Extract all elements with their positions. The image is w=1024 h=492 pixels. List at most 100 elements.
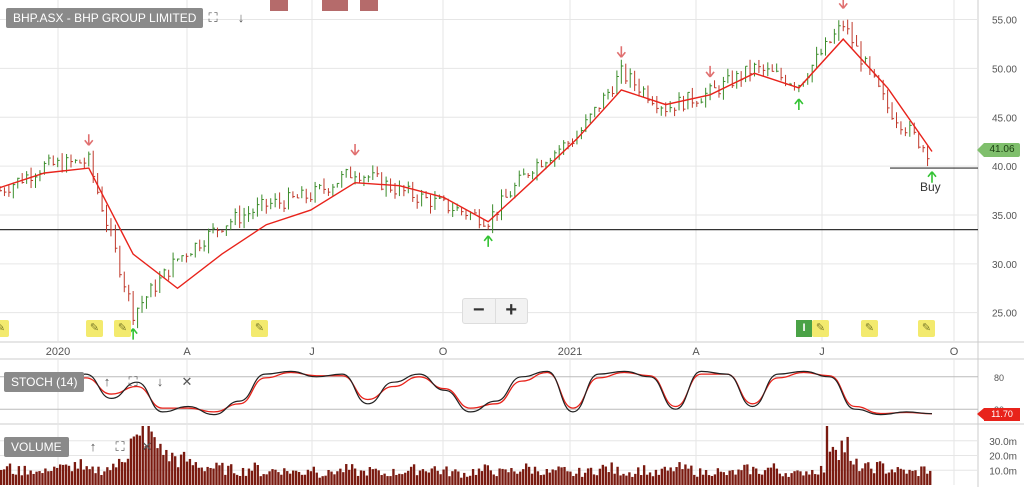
volume-bar <box>663 466 666 485</box>
price-tick-label: 30.00 <box>992 260 1017 271</box>
volume-bar <box>350 464 354 485</box>
time-tick-label: J <box>819 346 825 358</box>
expand-icon[interactable]: ⛶ <box>208 10 218 25</box>
volume-bar <box>699 468 702 485</box>
close-icon[interactable]: ✕ <box>141 439 153 454</box>
volume-bar <box>929 470 932 485</box>
volume-bar <box>610 462 613 485</box>
volume-bar <box>896 467 899 485</box>
volume-bar <box>870 468 873 485</box>
expand-icon[interactable]: ⛶ <box>128 374 138 389</box>
volume-bar <box>215 462 218 485</box>
volume-bar <box>206 466 209 485</box>
close-icon[interactable]: ✕ <box>181 374 193 389</box>
volume-bar <box>392 468 395 485</box>
volume-bar <box>920 466 923 485</box>
volume-bar <box>132 436 136 485</box>
volume-bar <box>731 470 734 485</box>
volume-bar <box>179 454 183 485</box>
down-arrow-icon[interactable]: ↓ <box>237 10 245 25</box>
volume-bar <box>557 466 560 485</box>
volume-bar <box>138 435 141 485</box>
volume-bar <box>672 471 675 485</box>
volume-bar <box>581 476 584 485</box>
top-mark[interactable] <box>360 0 378 11</box>
annotation-pencil-icon[interactable]: ✎ <box>812 320 829 337</box>
stoch-k-line <box>59 370 933 416</box>
volume-bar <box>787 476 790 485</box>
volume-bar <box>2 469 6 485</box>
volume-bar <box>126 458 130 485</box>
top-mark[interactable] <box>270 0 288 11</box>
zoom-out-button[interactable]: − <box>472 299 485 321</box>
annotation-pencil-icon[interactable]: ✎ <box>86 320 103 337</box>
volume-bar <box>20 475 23 485</box>
volume-bar <box>53 466 56 485</box>
zoom-in-button[interactable]: + <box>494 299 528 323</box>
volume-bar <box>681 469 684 485</box>
volume-bar <box>26 474 29 485</box>
moving-average-line <box>0 38 933 290</box>
annotation-pencil-icon[interactable]: ✎ <box>861 320 878 337</box>
volume-bar <box>651 476 655 485</box>
volume-bar <box>345 464 348 485</box>
volume-bar <box>380 475 383 485</box>
volume-bar <box>424 471 428 485</box>
annotation-pencil-icon[interactable]: ✎ <box>0 320 9 337</box>
volume-bar <box>221 462 224 485</box>
top-mark[interactable] <box>322 0 348 11</box>
volume-bar <box>805 471 808 485</box>
volume-bar <box>693 474 696 485</box>
price-tick-label: 45.00 <box>992 113 1017 124</box>
volume-bar <box>383 473 386 485</box>
volume-bar <box>297 471 301 485</box>
volume-bar <box>917 476 920 485</box>
volume-bar <box>374 468 377 485</box>
volume-panel-title[interactable]: VOLUME <box>4 437 69 457</box>
volume-bar <box>244 475 248 485</box>
volume-bar <box>88 469 91 485</box>
volume-bar <box>280 474 283 485</box>
annotation-pencil-icon[interactable]: ✎ <box>114 320 131 337</box>
buy-signal-arrow <box>794 98 804 111</box>
volume-bar <box>669 467 672 485</box>
volume-bar <box>790 473 793 485</box>
volume-bar <box>881 463 885 485</box>
annotation-pencil-icon[interactable]: ✎ <box>918 320 935 337</box>
volume-bar <box>822 472 826 485</box>
volume-bar <box>642 465 646 485</box>
price-panel-title[interactable]: BHP.ASX - BHP GROUP LIMITED <box>6 8 204 28</box>
up-arrow-icon[interactable]: ↑ <box>89 439 97 454</box>
volume-bar <box>32 473 35 485</box>
time-tick-label: A <box>183 346 191 358</box>
volume-tick-label: 10.0m <box>989 466 1017 477</box>
volume-bar <box>289 473 292 485</box>
volume-bar <box>67 465 71 485</box>
annotation-pencil-icon[interactable]: ✎ <box>251 320 268 337</box>
volume-bar <box>418 470 422 485</box>
volume-bar <box>218 465 221 485</box>
volume-bar <box>294 470 298 485</box>
volume-bar <box>321 476 324 485</box>
volume-bar <box>247 468 251 485</box>
stoch-panel-title[interactable]: STOCH (14) <box>4 372 85 392</box>
info-badge[interactable]: I <box>796 320 812 337</box>
volume-bar <box>622 473 625 485</box>
volume-bar <box>324 475 327 485</box>
volume-tick-label: 20.0m <box>989 452 1017 463</box>
volume-bar <box>645 474 649 485</box>
volume-bar <box>333 474 336 485</box>
volume-bar <box>14 474 18 485</box>
volume-bar <box>648 472 652 485</box>
time-tick-label: J <box>309 346 315 358</box>
volume-bar <box>554 470 557 485</box>
volume-bar <box>719 471 722 485</box>
down-arrow-icon[interactable]: ↓ <box>156 374 164 389</box>
volume-bar <box>442 469 445 485</box>
price-tick-label: 50.00 <box>992 64 1017 75</box>
volume-bar <box>85 466 88 485</box>
expand-icon[interactable]: ⛶ <box>115 439 125 454</box>
up-arrow-icon[interactable]: ↑ <box>103 374 111 389</box>
volume-bar <box>162 454 165 485</box>
volume-bar <box>533 466 537 485</box>
